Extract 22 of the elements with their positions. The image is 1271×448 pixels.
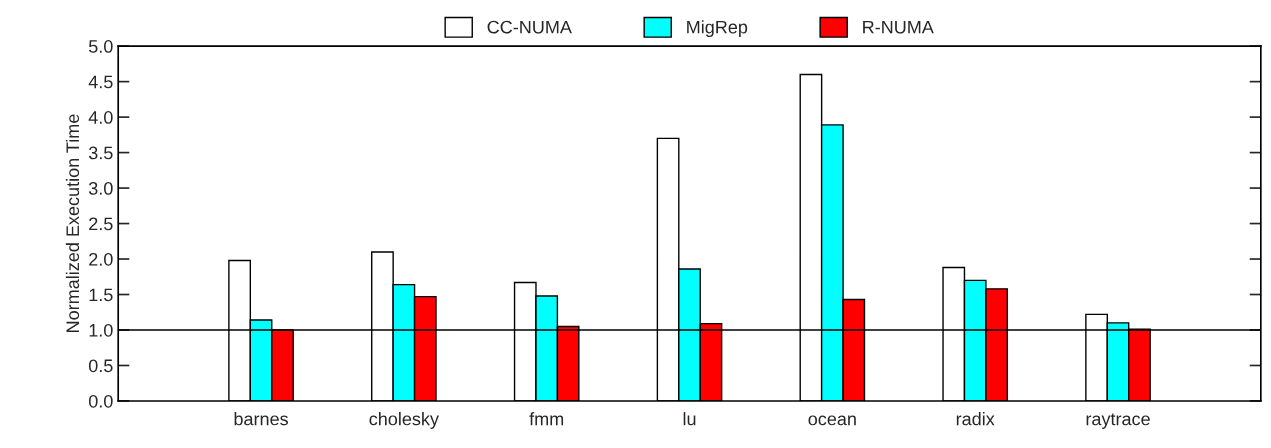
y-tick-label: 3.0 [88, 182, 113, 195]
y-axis-title: Normalized Execution Time [65, 114, 80, 332]
y-tick-label: 1.5 [89, 288, 113, 302]
y-tick-label: 4.0 [88, 111, 113, 124]
y-tick-label: 4.5 [88, 75, 113, 89]
x-tick-label: ocean [808, 415, 856, 426]
x-tick-label: barnes [234, 412, 288, 426]
x-tick-label: fmm [529, 412, 564, 426]
x-tick-label: cholesky [369, 412, 439, 429]
y-tick-label: 2.0 [89, 252, 113, 266]
y-tick-label: 1.0 [89, 323, 113, 337]
x-tick-label: raytrace [1086, 413, 1150, 429]
y-tick-label: 3.5 [88, 146, 113, 160]
legend-label: CC-NUMA [487, 20, 572, 34]
y-tick-label: 2.5 [89, 217, 113, 231]
x-tick-label: radix [956, 412, 995, 426]
y-tick-label: 0.5 [88, 359, 113, 373]
y-tick-label: 0.0 [88, 394, 113, 408]
legend-label: R-NUMA [863, 20, 934, 34]
legend-label: MigRep [687, 20, 748, 38]
x-tick-label: lu [683, 412, 696, 426]
y-tick-label: 5.0 [88, 40, 113, 53]
